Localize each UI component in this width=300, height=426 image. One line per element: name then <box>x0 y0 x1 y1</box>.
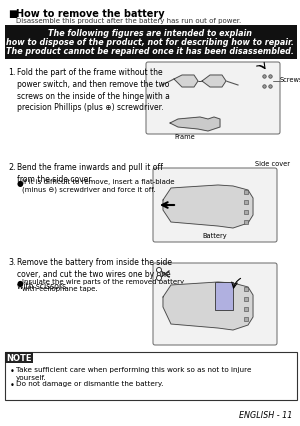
Text: •: • <box>10 366 15 375</box>
Text: If it is difficult to remove, insert a flat-blade
(minus ⊖) screwdriver and forc: If it is difficult to remove, insert a f… <box>22 178 175 193</box>
Text: Side cover: Side cover <box>255 161 290 167</box>
Text: Fold the part of the frame without the
power switch, and then remove the two
scr: Fold the part of the frame without the p… <box>17 68 170 112</box>
Text: ●: ● <box>17 278 24 287</box>
Text: 3.: 3. <box>8 257 16 266</box>
Polygon shape <box>163 282 253 330</box>
Text: The product cannot be repaired once it has been disassembled.: The product cannot be repaired once it h… <box>6 47 294 56</box>
Text: Disassemble this product after the battery has run out of power.: Disassemble this product after the batte… <box>16 18 241 24</box>
Polygon shape <box>170 118 220 132</box>
Text: how to dispose of the product, not for describing how to repair.: how to dispose of the product, not for d… <box>6 38 294 47</box>
Text: Remove the battery from inside the side
cover, and cut the two wires one by one
: Remove the battery from inside the side … <box>17 257 172 290</box>
FancyBboxPatch shape <box>153 169 277 242</box>
Text: ENGLISH - 11: ENGLISH - 11 <box>238 410 292 419</box>
Polygon shape <box>163 186 253 228</box>
Circle shape <box>157 276 161 281</box>
Text: The following figures are intended to explain: The following figures are intended to ex… <box>48 29 252 38</box>
Text: 2.: 2. <box>8 163 16 172</box>
FancyBboxPatch shape <box>215 282 233 310</box>
Text: ■: ■ <box>8 9 17 19</box>
Text: Bend the frame inwards and pull it off
from the side cover.: Bend the frame inwards and pull it off f… <box>17 163 163 183</box>
Text: •: • <box>10 380 15 389</box>
FancyBboxPatch shape <box>5 26 297 60</box>
Text: Battery: Battery <box>203 233 227 239</box>
Text: Take sufficient care when performing this work so as not to injure
yourself.: Take sufficient care when performing thi… <box>16 366 251 380</box>
Polygon shape <box>174 76 198 88</box>
Text: Screws: Screws <box>280 77 300 83</box>
Text: Do not damage or dismantle the battery.: Do not damage or dismantle the battery. <box>16 380 164 386</box>
Text: How to remove the battery: How to remove the battery <box>16 9 165 19</box>
FancyBboxPatch shape <box>153 263 277 345</box>
Text: NOTE: NOTE <box>6 353 32 362</box>
Text: Frame: Frame <box>174 134 195 140</box>
FancyBboxPatch shape <box>5 352 33 363</box>
Text: 1.: 1. <box>8 68 16 77</box>
Circle shape <box>157 268 161 273</box>
Text: ●: ● <box>17 178 24 187</box>
Text: Insulate the wire parts of the removed battery
with cellophane tape.: Insulate the wire parts of the removed b… <box>22 278 184 292</box>
Polygon shape <box>202 76 226 88</box>
FancyBboxPatch shape <box>146 63 280 135</box>
